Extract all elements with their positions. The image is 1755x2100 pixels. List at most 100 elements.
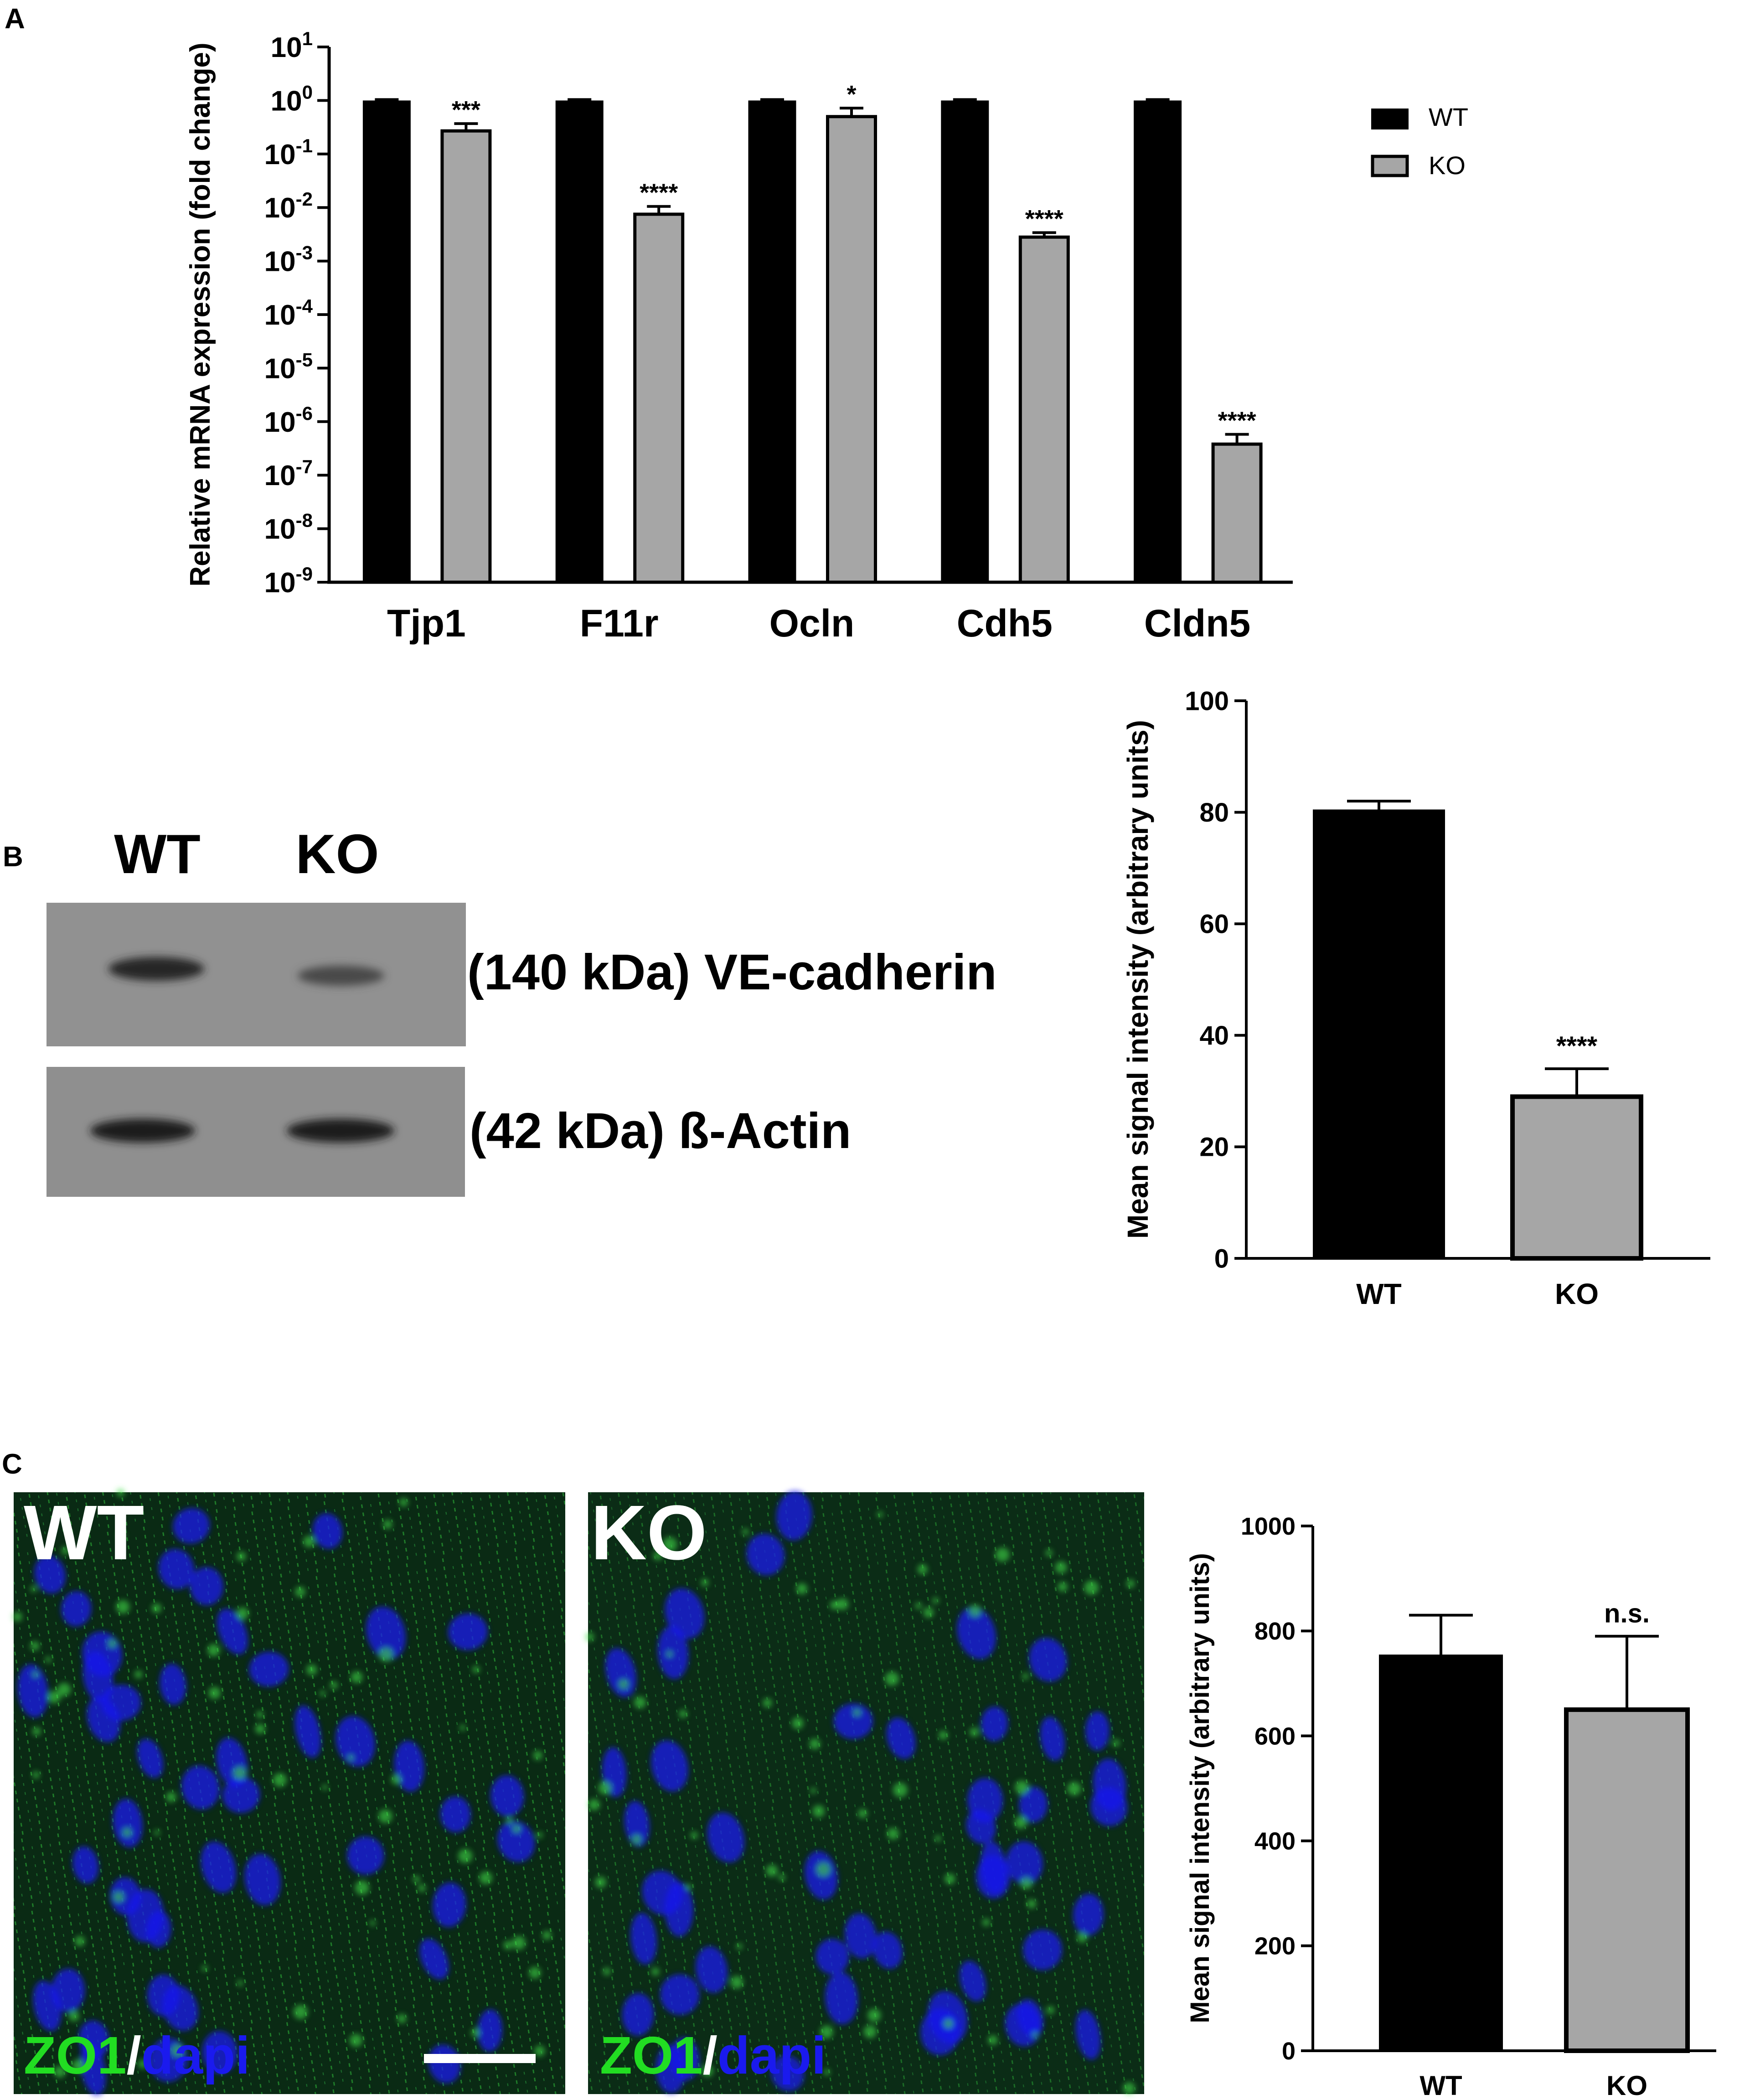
zo1-puncta (1032, 2032, 1038, 2038)
blot-band-wt-ve-cadherin (108, 957, 204, 981)
nucleus (80, 2042, 106, 2095)
zo1-puncta (915, 1602, 922, 1609)
zo1-puncta (472, 1666, 480, 1673)
nucleus (222, 1777, 260, 1813)
zo1-puncta (830, 1600, 839, 1610)
bar-ko (1510, 1094, 1643, 1261)
zo1-puncta (233, 1766, 247, 1780)
nucleus (146, 1910, 171, 1948)
chart-b-y-tick-label: 80 (1199, 798, 1229, 828)
chart-b-bars: **** (1313, 800, 1643, 1261)
chart-a-y-tick-label: 100 (271, 81, 313, 117)
zo1-puncta (68, 2011, 79, 2022)
chart-a: 101 100 10-1 10-2 10-3 10-4 10-5 10-6 10-7 10-8 10… (185, 28, 1468, 645)
nucleus (605, 1648, 637, 1697)
zo1-puncta (982, 1919, 990, 1926)
nucleus (707, 1812, 745, 1863)
micrograph-wt: WT ZO1/dapi (12, 1489, 565, 2095)
panel-letter-b: B (3, 841, 23, 873)
nucleus (202, 2031, 237, 2074)
chart-c-y-tick-label: 800 (1254, 1618, 1296, 1645)
zo1-puncta (867, 2008, 881, 2022)
nucleus (1005, 2003, 1041, 2047)
chart-c-y-axis-label: Mean signal intensity (arbitrary units) (1185, 1553, 1215, 2023)
nucleus (657, 1625, 689, 1679)
nucleus (110, 1877, 141, 1916)
zo1-puncta (619, 1679, 629, 1690)
zo1-puncta (943, 2018, 954, 2029)
chart-b: 0 20 40 60 80 100 **** WT KO Mean signal inten… (1121, 686, 1710, 1310)
zo1-puncta (836, 1598, 849, 1610)
nucleus (173, 1508, 210, 1544)
nucleus (497, 1821, 535, 1862)
nucleus (477, 2009, 503, 2052)
nucleus (1019, 1786, 1048, 1823)
zo1-puncta (1055, 1561, 1067, 1574)
nucleus (440, 1796, 471, 1833)
zo1-puncta (256, 1711, 263, 1718)
zo1-puncta (54, 2065, 66, 2078)
nucleus (957, 1607, 996, 1660)
zo1-puncta (598, 1781, 612, 1795)
zo1-puncta (30, 1641, 40, 1650)
significance-marker: **** (640, 179, 678, 207)
zo1-puncta (529, 1966, 541, 1979)
zo1-puncta (255, 1723, 265, 1734)
bar-wt-cdh5 (941, 100, 989, 582)
nucleus (1029, 1638, 1067, 1682)
bar-ko (1564, 1707, 1690, 2053)
bar-ko-cldn5 (1211, 442, 1263, 584)
significance-marker: **** (1025, 205, 1063, 233)
zo1-puncta (763, 1698, 772, 1707)
zo1-puncta (512, 1936, 526, 1950)
zo1-puncta (418, 1884, 426, 1892)
nucleus (776, 1491, 812, 1541)
zo1-puncta (988, 2035, 998, 2045)
zo1-puncta (588, 1799, 600, 1810)
zo1-puncta (32, 1727, 41, 1736)
stain-label-dapi: dapi (141, 2026, 250, 2085)
zo1-puncta (351, 1671, 363, 1683)
zo1-puncta (122, 1828, 132, 1837)
blot-lane-label-wt: WT (114, 823, 201, 885)
zo1-puncta (236, 1607, 249, 1620)
bar-wt (1379, 1654, 1503, 2051)
bar-ko-ocln (826, 115, 877, 584)
zo1-puncta (666, 1651, 673, 1657)
chart-a-x-tick-label: Cdh5 (957, 602, 1053, 645)
zo1-puncta (48, 1691, 61, 1703)
legend-swatch-ko (1371, 155, 1409, 177)
zo1-puncta (293, 2005, 308, 2019)
zo1-puncta (1046, 2006, 1055, 2014)
chart-a-x-tick-label: F11r (580, 602, 659, 645)
bar-wt-f11r (555, 100, 604, 582)
chart-a-y-ticks: 101 100 10-1 10-2 10-3 10-4 10-5 10-6 10-7 10-8 10… (264, 28, 329, 599)
bar-ko-f11r (633, 212, 685, 584)
chart-a-y-tick-label: 10-5 (264, 349, 313, 384)
legend-entry-wt: WT (1429, 103, 1468, 131)
zo1-puncta (330, 1681, 338, 1689)
zo1-puncta (923, 1607, 934, 1618)
zo1-puncta (201, 1965, 208, 1971)
micrograph-wt-nuclei (12, 1489, 552, 2095)
zo1-puncta (533, 1750, 542, 1760)
zo1-puncta (651, 1967, 660, 1976)
zo1-puncta (690, 1831, 698, 1839)
chart-a-y-tick-label: 10-6 (264, 403, 313, 438)
stain-label-dapi: dapi (717, 2026, 826, 2085)
nucleus (249, 1651, 289, 1687)
nucleus (981, 1706, 1008, 1742)
zo1-puncta (1022, 1673, 1029, 1680)
nucleus (294, 1705, 321, 1758)
nucleus (158, 1549, 195, 1589)
zo1-puncta (471, 2028, 480, 2037)
zo1-puncta (506, 1817, 513, 1824)
zo1-puncta (1014, 1816, 1027, 1829)
bar-wt (1313, 809, 1445, 1258)
stain-label-separator: / (703, 2026, 717, 2085)
chart-a-y-tick-label: 10-2 (264, 188, 313, 224)
chart-a-y-axis-label: Relative mRNA expression (fold change) (185, 42, 216, 586)
nucleus (147, 1974, 180, 2017)
chart-a-y-tick-label: 101 (271, 28, 313, 63)
